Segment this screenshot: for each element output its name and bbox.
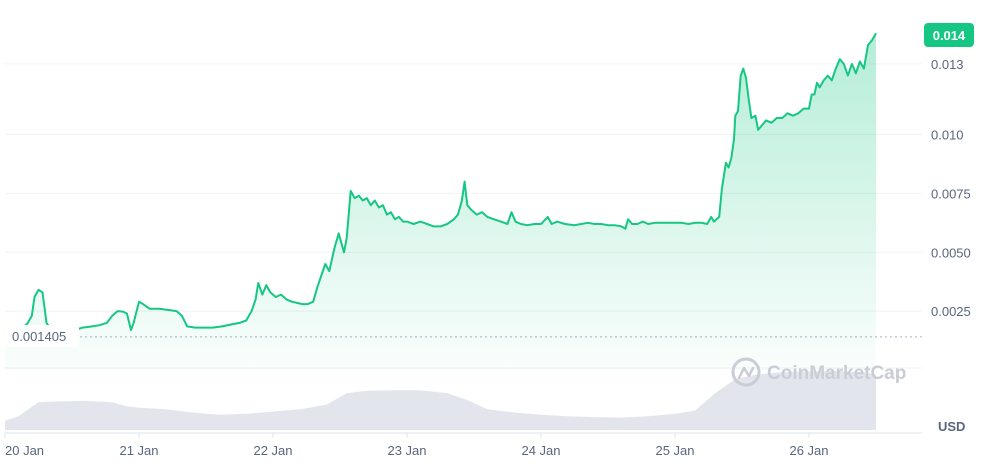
price-area: [5, 33, 876, 371]
y-tick-label: 0.0025: [931, 304, 971, 319]
current-price-text: 0.014: [933, 28, 966, 43]
volume-bars: [5, 370, 876, 430]
x-axis: 20 Jan 21 Jan 22 Jan 23 Jan 24 Jan 25 Jan 26 J…: [4, 433, 829, 458]
x-tick-label: 24 Jan: [521, 443, 560, 458]
y-tick-label: 0.0075: [931, 186, 971, 201]
y-tick-label: 0.013: [931, 57, 964, 72]
current-price-badge: 0.014: [924, 23, 974, 47]
x-tick-label: 26 Jan: [789, 443, 828, 458]
watermark-text: CoinMarketCap: [767, 363, 906, 384]
y-tick-label: 0.010: [931, 128, 964, 143]
watermark: CoinMarketCap: [731, 357, 906, 387]
price-line-group[interactable]: [4, 32, 877, 335]
volume-area: [5, 370, 876, 430]
x-tick-label: 21 Jan: [119, 443, 158, 458]
start-price-label: 0.001405: [5, 325, 79, 347]
currency-label: USD: [938, 419, 965, 434]
y-axis: 0.0025 0.0050 0.0075 0.010 0.013: [931, 57, 971, 319]
price-line[interactable]: [4, 32, 877, 335]
coinmarketcap-logo-icon: [731, 357, 761, 387]
price-area-fill: [5, 33, 876, 371]
x-tick-label: 23 Jan: [387, 443, 426, 458]
start-price-text: 0.001405: [12, 329, 66, 344]
x-tick-label: 22 Jan: [253, 443, 292, 458]
y-tick-label: 0.0050: [931, 245, 971, 260]
x-tick-label: 25 Jan: [655, 443, 694, 458]
x-tick-label: 20 Jan: [5, 443, 44, 458]
